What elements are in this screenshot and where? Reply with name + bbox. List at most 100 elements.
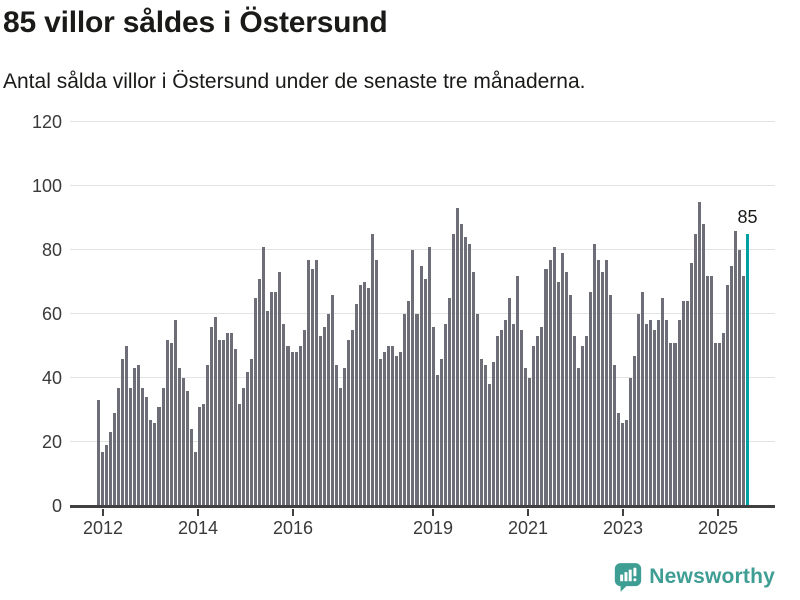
bar xyxy=(471,272,475,506)
chart-title: 85 villor såldes i Östersund xyxy=(3,6,388,39)
bar xyxy=(592,244,596,506)
bar xyxy=(697,202,701,506)
y-tick-label: 80 xyxy=(41,240,62,260)
bar xyxy=(641,292,645,506)
bar xyxy=(427,247,431,506)
bar xyxy=(185,391,189,506)
bar xyxy=(423,279,427,506)
bar xyxy=(524,368,528,506)
bar xyxy=(234,349,238,506)
bar xyxy=(484,365,488,506)
bar xyxy=(326,314,330,506)
bar xyxy=(169,343,173,506)
bar xyxy=(109,432,113,506)
bar xyxy=(463,237,467,506)
bar xyxy=(209,327,213,506)
bar xyxy=(334,365,338,506)
bar xyxy=(625,420,629,506)
bar xyxy=(201,404,205,506)
bar xyxy=(467,244,471,506)
bar xyxy=(504,320,508,506)
bar xyxy=(145,397,149,506)
bar xyxy=(383,352,387,506)
bar xyxy=(270,292,274,506)
x-tick-label: 2025 xyxy=(697,518,739,538)
bar xyxy=(314,260,318,506)
bar xyxy=(661,298,665,506)
y-tick-label: 60 xyxy=(41,304,62,324)
bar xyxy=(411,250,415,506)
bar xyxy=(391,346,395,506)
bar xyxy=(584,336,588,506)
bar xyxy=(633,356,637,506)
bar xyxy=(552,247,556,506)
bar xyxy=(197,407,201,506)
bar xyxy=(439,359,443,506)
bar xyxy=(548,260,552,506)
y-tick-label: 40 xyxy=(41,368,62,388)
bar xyxy=(717,343,721,506)
bar xyxy=(286,346,290,506)
bar xyxy=(177,368,181,506)
bar xyxy=(455,208,459,506)
bar xyxy=(669,343,673,506)
bar xyxy=(153,423,157,506)
bar xyxy=(693,234,697,506)
bar xyxy=(617,413,621,506)
bar xyxy=(181,378,185,506)
bar xyxy=(613,365,617,506)
bar xyxy=(451,234,455,506)
bar xyxy=(294,352,298,506)
bar xyxy=(399,352,403,506)
newsworthy-logo-text: Newsworthy xyxy=(649,565,775,588)
x-tick-mark xyxy=(527,509,529,516)
bar xyxy=(600,272,604,506)
bar xyxy=(435,375,439,506)
bar xyxy=(520,330,524,506)
bar xyxy=(217,340,221,506)
bar xyxy=(415,314,419,506)
bar xyxy=(568,295,572,506)
bar xyxy=(459,224,463,506)
x-tick-label: 2019 xyxy=(412,518,454,538)
bar xyxy=(322,327,326,506)
x-tick-label: 2014 xyxy=(177,518,219,538)
bar xyxy=(238,404,242,506)
bar xyxy=(742,276,746,506)
gridline xyxy=(70,249,775,250)
bar xyxy=(113,413,117,506)
bar xyxy=(379,359,383,506)
bar xyxy=(141,388,145,506)
bar xyxy=(262,247,266,506)
bar xyxy=(302,330,306,506)
plot-area: 85 0 20 40 60 80 100 120 2012 2014 2016 2019 2021 20… xyxy=(32,113,775,538)
bar xyxy=(621,423,625,506)
highlight-bar xyxy=(746,234,750,506)
gridline xyxy=(70,121,775,122)
bar xyxy=(532,346,536,506)
x-tick-mark xyxy=(717,509,719,516)
bar xyxy=(572,336,576,506)
bar xyxy=(721,333,725,506)
bar xyxy=(673,343,677,506)
bar xyxy=(508,298,512,506)
bar xyxy=(137,365,141,506)
bar xyxy=(540,327,544,506)
bar xyxy=(254,298,258,506)
bar xyxy=(475,314,479,506)
bar xyxy=(637,314,641,506)
bar xyxy=(556,282,560,506)
bar xyxy=(266,311,270,506)
y-tick-label: 0 xyxy=(51,496,62,516)
bar xyxy=(310,269,314,506)
bar xyxy=(338,388,342,506)
bar xyxy=(649,320,653,506)
bar xyxy=(395,356,399,506)
bar xyxy=(117,388,121,506)
bar xyxy=(677,320,681,506)
bar xyxy=(278,272,282,506)
highlight-value-label: 85 xyxy=(737,207,758,227)
bar xyxy=(165,340,169,506)
bar xyxy=(205,365,209,506)
bar xyxy=(657,320,661,506)
